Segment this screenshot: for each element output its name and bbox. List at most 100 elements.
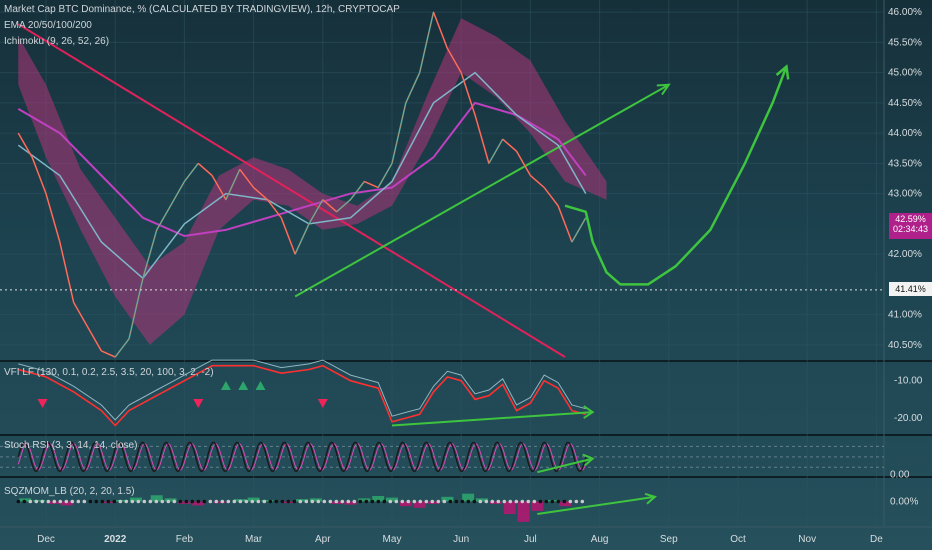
stoch-trendline xyxy=(537,459,592,473)
sqz-dot xyxy=(101,500,105,504)
y-tick-label: 40.50% xyxy=(888,340,922,351)
sqz-dot xyxy=(443,500,447,504)
sqz-dot xyxy=(77,500,81,504)
sqz-dot xyxy=(485,500,489,504)
sqz-dot xyxy=(569,500,573,504)
sqzmom-indicator-label[interactable]: SQZMOM_LB (20, 2, 20, 1.5) xyxy=(4,486,135,497)
sqz-dot xyxy=(125,500,129,504)
sqz-dot xyxy=(455,500,459,504)
vfi-sell-signal-icon xyxy=(193,399,203,408)
sqz-dot xyxy=(185,500,189,504)
sqz-y-tick-label: 0.00% xyxy=(890,497,918,508)
sqz-dot xyxy=(353,500,357,504)
sqz-dot xyxy=(263,500,267,504)
y-tick-label: 43.00% xyxy=(888,189,922,200)
sqz-dot xyxy=(119,500,123,504)
vfi-y-tick-label: -10.00 xyxy=(894,376,923,387)
sqz-dot xyxy=(311,500,315,504)
sqz-dot xyxy=(557,500,561,504)
sqz-dot xyxy=(215,500,219,504)
sqz-histogram-bar xyxy=(517,502,529,522)
sqz-dot xyxy=(239,500,243,504)
sqz-dot xyxy=(491,500,495,504)
sqz-dot xyxy=(227,500,231,504)
sqz-dot xyxy=(563,500,567,504)
sqz-dot xyxy=(401,500,405,504)
sqz-histogram-bar xyxy=(531,502,543,511)
sqz-dot xyxy=(275,500,279,504)
x-tick-label: Feb xyxy=(176,534,194,545)
sqz-dot xyxy=(539,500,543,504)
y-tick-label: 42.00% xyxy=(888,249,922,260)
sqz-dot xyxy=(425,500,429,504)
sqz-dot xyxy=(89,500,93,504)
sqz-dot xyxy=(257,500,261,504)
sqz-dot xyxy=(551,500,555,504)
sqz-dot xyxy=(389,500,393,504)
sqz-dot xyxy=(323,500,327,504)
sqz-dot xyxy=(341,500,345,504)
sqz-dot xyxy=(251,500,255,504)
sqz-dot xyxy=(281,500,285,504)
x-tick-label: Aug xyxy=(591,534,609,545)
vfi-y-tick-label: -20.00 xyxy=(894,413,923,424)
sqz-dot xyxy=(473,500,477,504)
sqz-dot xyxy=(581,500,585,504)
sqz-dot xyxy=(155,500,159,504)
sqz-dot xyxy=(203,500,207,504)
sqz-dot xyxy=(533,500,537,504)
sqz-dot xyxy=(29,500,33,504)
sqz-dot xyxy=(173,500,177,504)
ichimoku-indicator-label[interactable]: Ichimoku (9, 26, 52, 26) xyxy=(4,36,109,47)
sqz-dot xyxy=(293,500,297,504)
y-tick-label: 41.00% xyxy=(888,310,922,321)
sqz-dot xyxy=(467,500,471,504)
sqz-dot xyxy=(83,500,87,504)
sqz-dot xyxy=(395,500,399,504)
sqz-dot xyxy=(497,500,501,504)
sqz-dot xyxy=(521,500,525,504)
y-tick-label: 45.50% xyxy=(888,37,922,48)
sqz-dot xyxy=(431,500,435,504)
stoch-rsi-indicator-label[interactable]: Stoch RSI (3, 3, 14, 14, close) xyxy=(4,440,137,451)
sqz-dot xyxy=(47,500,51,504)
sqz-dot xyxy=(527,500,531,504)
x-tick-label: Jun xyxy=(453,534,469,545)
sqz-dot xyxy=(449,500,453,504)
sqz-dot xyxy=(53,500,57,504)
sqz-dot xyxy=(35,500,39,504)
sqz-dot xyxy=(287,500,291,504)
sqz-dot xyxy=(269,500,273,504)
sqz-dot xyxy=(407,500,411,504)
sqz-dot xyxy=(383,500,387,504)
sqz-dot xyxy=(131,500,135,504)
x-tick-label: Jul xyxy=(524,534,537,545)
x-tick-label: Mar xyxy=(245,534,263,545)
sqz-dot xyxy=(233,500,237,504)
sqz-dot xyxy=(71,500,75,504)
x-tick-label: Oct xyxy=(730,534,746,545)
sqz-dot xyxy=(137,500,141,504)
current-price-badge: 42.59% 02:34:43 xyxy=(889,213,932,239)
sqz-dot xyxy=(509,500,513,504)
sqz-dot xyxy=(59,500,63,504)
sqz-dot xyxy=(41,500,45,504)
vfi-buy-signal-icon xyxy=(221,381,231,390)
sqz-dot xyxy=(167,500,171,504)
sqz-dot xyxy=(329,500,333,504)
sqz-dot xyxy=(65,500,69,504)
sqz-dot xyxy=(365,500,369,504)
sqz-dot xyxy=(377,500,381,504)
y-tick-label: 44.50% xyxy=(888,98,922,109)
sqz-dot xyxy=(95,500,99,504)
sqz-dot xyxy=(371,500,375,504)
sqz-dot xyxy=(179,500,183,504)
sqz-dot xyxy=(575,500,579,504)
sqz-dot xyxy=(347,500,351,504)
vfi-indicator-label[interactable]: VFI LF (130, 0.1, 0.2, 2.5, 3.5, 20, 100… xyxy=(4,367,214,378)
sqz-dot xyxy=(305,500,309,504)
sqz-dot xyxy=(149,500,153,504)
x-tick-label: Dec xyxy=(37,534,55,545)
ema-indicator-label[interactable]: EMA 20/50/100/200 xyxy=(4,20,92,31)
